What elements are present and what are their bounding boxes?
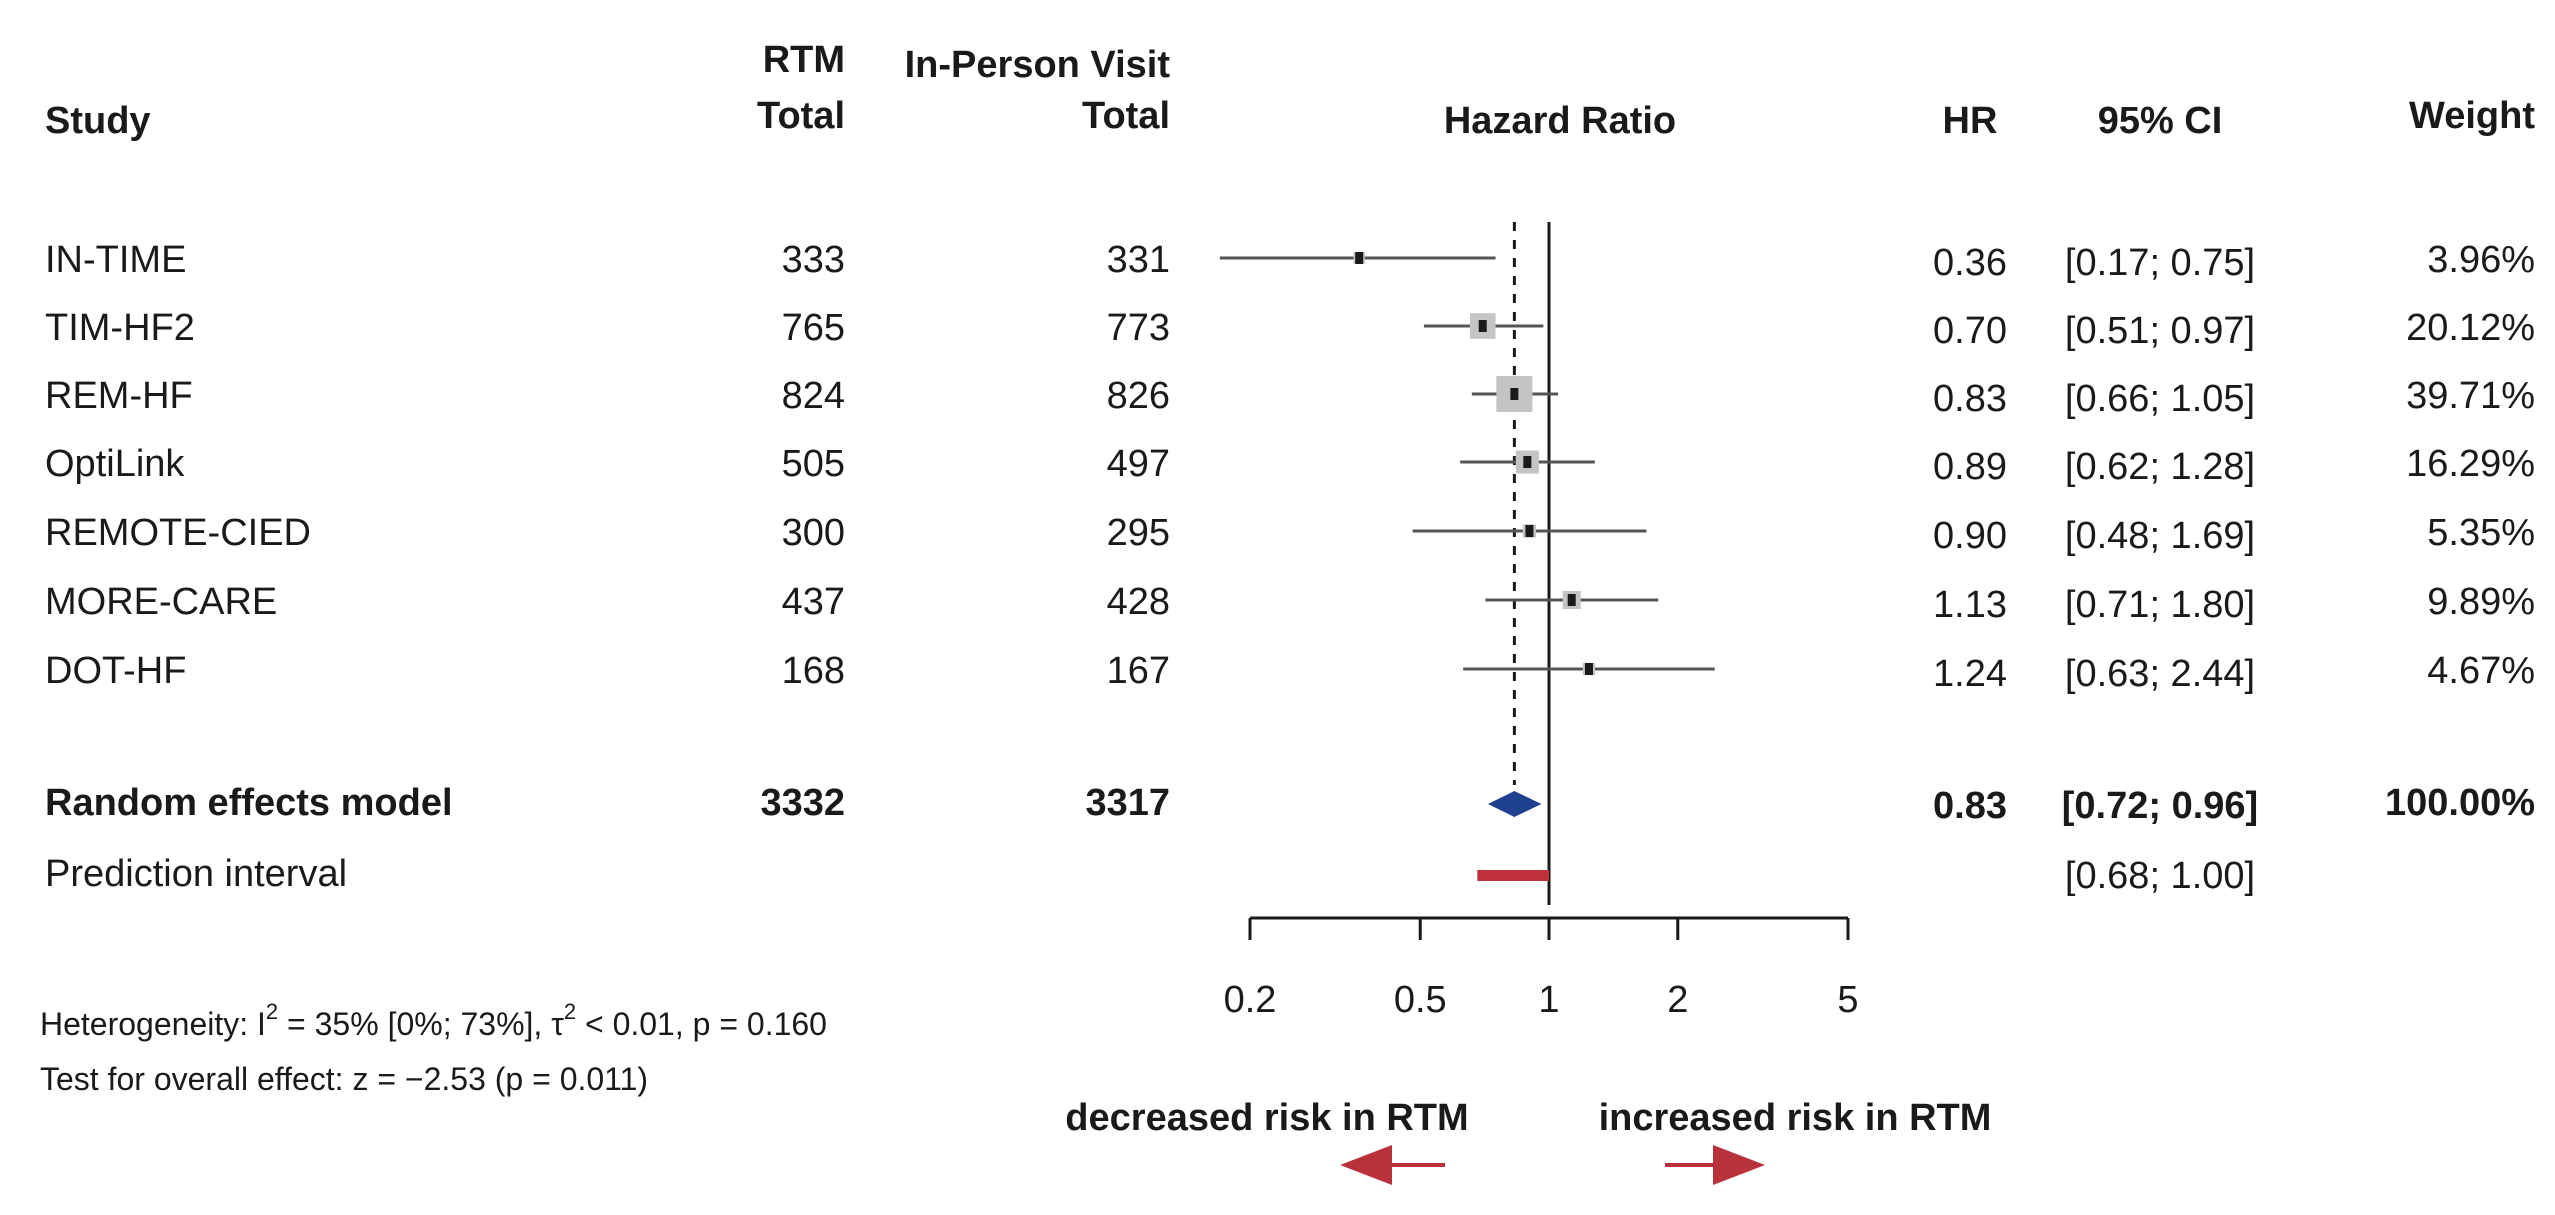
- study-row: IN-TIME 333 331 0.36 [0.17; 0.75] 3.96%: [45, 239, 2535, 284]
- study-rtm-total: 437: [782, 581, 845, 623]
- x-tick-label: 2: [1667, 979, 1688, 1021]
- study-name: DOT-HF: [45, 650, 186, 692]
- pooled-weight: 100.00%: [2385, 782, 2535, 824]
- study-ci: [0.62; 1.28]: [2065, 446, 2255, 488]
- study-weight: 3.96%: [2427, 239, 2535, 281]
- direction-left-label: decreased risk in RTM: [1065, 1097, 1468, 1139]
- study-row: REMOTE-CIED 300 295 0.90 [0.48; 1.69] 5.35%: [45, 512, 2535, 557]
- x-axis: 0.2 0.5 1 2 5: [1224, 916, 1859, 1021]
- study-weight: 4.67%: [2427, 650, 2535, 692]
- right-arrow-icon: [1665, 1145, 1765, 1185]
- study-weight: 9.89%: [2427, 581, 2535, 623]
- study-rtm-total: 505: [782, 443, 845, 485]
- pooled-hr: 0.83: [1933, 785, 2007, 827]
- study-ipv-total: 773: [1107, 307, 1170, 349]
- study-point-estimate: [1567, 594, 1576, 606]
- study-rtm-total: 333: [782, 239, 845, 281]
- study-row: REM-HF 824 826 0.83 [0.66; 1.05] 39.71%: [45, 375, 2535, 420]
- pooled-ci: [0.72; 0.96]: [2062, 785, 2258, 827]
- study-ci: [0.71; 1.80]: [2065, 584, 2255, 626]
- study-weight: 5.35%: [2427, 512, 2535, 554]
- pooled-name: Random effects model: [45, 782, 453, 824]
- study-hr: 0.70: [1933, 310, 2007, 352]
- study-hr: 0.89: [1933, 446, 2007, 488]
- study-name: OptiLink: [45, 443, 185, 485]
- study-point-estimate: [1478, 320, 1487, 332]
- study-point-estimate: [1510, 388, 1519, 400]
- prediction-row: Prediction interval [0.68; 1.00]: [45, 853, 2255, 897]
- study-rows: IN-TIME 333 331 0.36 [0.17; 0.75] 3.96% TIM-HF…: [45, 239, 2535, 695]
- header-row: Study RTM Total In-Person Visit Total Ha…: [45, 39, 2535, 142]
- header-weight: Weight: [2409, 95, 2535, 137]
- study-ipv-total: 295: [1107, 512, 1170, 554]
- study-name: TIM-HF2: [45, 307, 195, 349]
- study-point-estimate: [1523, 456, 1532, 468]
- study-row: MORE-CARE 437 428 1.13 [0.71; 1.80] 9.89%: [45, 581, 2535, 626]
- study-name: MORE-CARE: [45, 581, 277, 623]
- study-ci: [0.17; 0.75]: [2065, 242, 2255, 284]
- study-row: OptiLink 505 497 0.89 [0.62; 1.28] 16.29%: [45, 443, 2535, 488]
- study-ipv-total: 167: [1107, 650, 1170, 692]
- study-row: TIM-HF2 765 773 0.70 [0.51; 0.97] 20.12%: [45, 307, 2535, 352]
- study-weight: 16.29%: [2406, 443, 2535, 485]
- study-point-estimate: [1584, 663, 1593, 675]
- pooled-rtm-total: 3332: [760, 782, 845, 824]
- study-ipv-total: 428: [1107, 581, 1170, 623]
- header-95ci: 95% CI: [2098, 100, 2223, 142]
- footer-stats: Heterogeneity: I2 = 35% [0%; 73%], τ2 < …: [40, 999, 827, 1097]
- study-hr: 0.36: [1933, 242, 2007, 284]
- study-rtm-total: 300: [782, 512, 845, 554]
- study-point-estimate: [1355, 252, 1364, 264]
- study-rtm-total: 824: [782, 375, 845, 417]
- direction-annotations: decreased risk in RTM increased risk in …: [1065, 1097, 1991, 1185]
- study-row: DOT-HF 168 167 1.24 [0.63; 2.44] 4.67%: [45, 650, 2535, 695]
- study-hr: 1.24: [1933, 653, 2007, 695]
- study-ci: [0.51; 0.97]: [2065, 310, 2255, 352]
- study-ci: [0.48; 1.69]: [2065, 515, 2255, 557]
- x-tick-label: 0.5: [1394, 979, 1447, 1021]
- study-hr: 0.90: [1933, 515, 2007, 557]
- prediction-interval-bar: [1477, 870, 1549, 881]
- header-rtm-line2: Total: [757, 95, 845, 137]
- header-ipv-line2: Total: [1082, 95, 1170, 137]
- header-hr: HR: [1943, 100, 1998, 142]
- study-hr: 1.13: [1933, 584, 2007, 626]
- overall-effect-text: Test for overall effect: z = −2.53 (p = …: [40, 1061, 648, 1097]
- study-ipv-total: 826: [1107, 375, 1170, 417]
- study-ci: [0.63; 2.44]: [2065, 653, 2255, 695]
- study-name: REMOTE-CIED: [45, 512, 311, 554]
- left-arrow-icon: [1340, 1145, 1445, 1185]
- x-tick-label: 5: [1837, 979, 1858, 1021]
- pooled-ipv-total: 3317: [1085, 782, 1170, 824]
- study-rtm-total: 765: [782, 307, 845, 349]
- study-point-estimate: [1525, 525, 1534, 537]
- study-weight: 20.12%: [2406, 307, 2535, 349]
- pooled-diamond: [1487, 791, 1542, 817]
- prediction-ci: [0.68; 1.00]: [2065, 855, 2255, 897]
- study-hr: 0.83: [1933, 378, 2007, 420]
- header-study: Study: [45, 100, 151, 142]
- header-rtm-line1: RTM: [763, 39, 845, 81]
- study-ipv-total: 497: [1107, 443, 1170, 485]
- study-name: REM-HF: [45, 375, 193, 417]
- heterogeneity-text: Heterogeneity: I2 = 35% [0%; 73%], τ2 < …: [40, 999, 827, 1042]
- header-ipv-line1: In-Person Visit: [905, 44, 1171, 86]
- study-ipv-total: 331: [1107, 239, 1170, 281]
- study-name: IN-TIME: [45, 239, 186, 281]
- study-weight: 39.71%: [2406, 375, 2535, 417]
- study-rtm-total: 168: [782, 650, 845, 692]
- pooled-row: Random effects model 3332 3317 0.83 [0.7…: [45, 782, 2535, 827]
- prediction-name: Prediction interval: [45, 853, 347, 895]
- x-tick-label: 0.2: [1224, 979, 1277, 1021]
- header-hazard-ratio: Hazard Ratio: [1444, 100, 1676, 142]
- x-tick-label: 1: [1538, 979, 1559, 1021]
- study-ci: [0.66; 1.05]: [2065, 378, 2255, 420]
- direction-right-label: increased risk in RTM: [1599, 1097, 1992, 1139]
